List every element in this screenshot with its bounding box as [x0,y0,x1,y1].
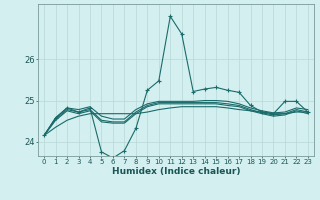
X-axis label: Humidex (Indice chaleur): Humidex (Indice chaleur) [112,167,240,176]
